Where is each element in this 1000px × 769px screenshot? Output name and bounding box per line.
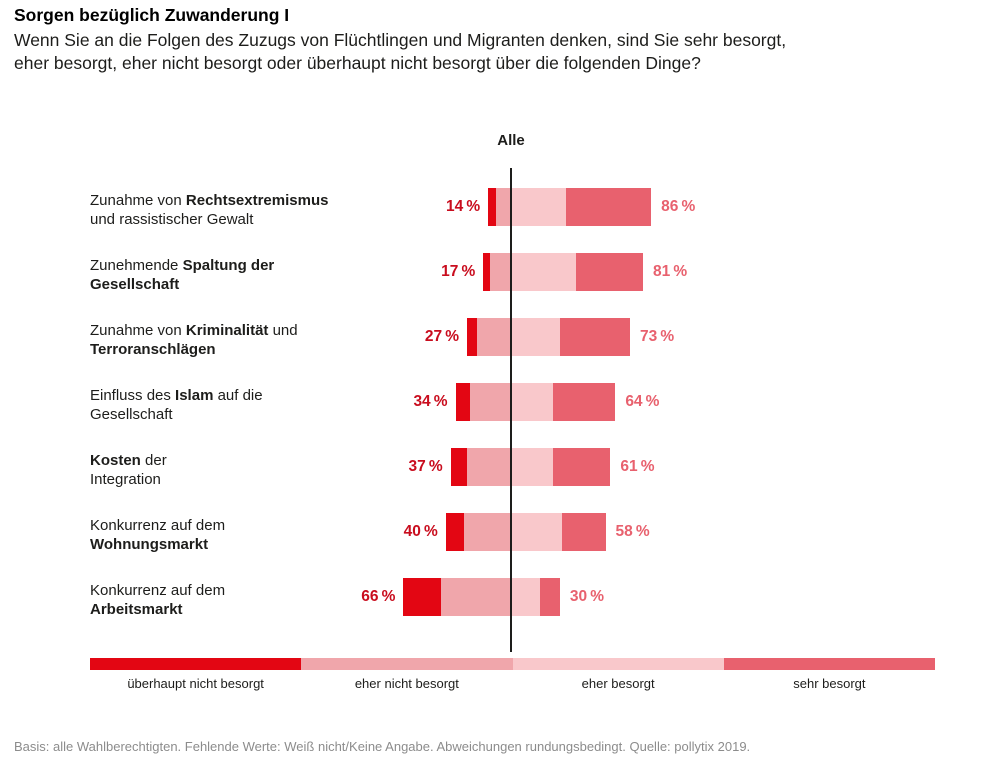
bar-segment-sehr: [561, 513, 606, 551]
bar-segment-eher: [511, 188, 567, 226]
row-label-text: Zunahme von: [90, 192, 186, 209]
bar-segment-eher-nicht: [470, 383, 511, 421]
bar-segment-sehr: [553, 383, 616, 421]
row-label-emphasis: Rechtsextremismus: [185, 192, 329, 209]
row-label: Konkurrenz auf dem Arbeitsmarkt: [90, 581, 360, 619]
subtitle-line-2: eher besorgt, eher nicht besorgt oder üb…: [14, 53, 701, 73]
row-label: Konkurrenz auf dem Wohnungsmarkt: [90, 516, 360, 554]
row-label-emphasis: Gesellschaft: [90, 276, 180, 293]
worried-value-label: 81 %: [653, 263, 688, 280]
row-label: Zunahme von Rechtsextremismus und rassist…: [90, 191, 360, 229]
row-label-text: und: [268, 322, 298, 339]
worried-value-label: 86 %: [661, 198, 696, 215]
bar-segment-eher-nicht: [466, 448, 511, 486]
bar-segment-eher: [511, 253, 577, 291]
row-label-emphasis: Spaltung der: [182, 257, 275, 274]
footer-note: Basis: alle Wahlberechtigten. Fehlende W…: [14, 739, 751, 754]
subtitle: Wenn Sie an die Folgen des Zuzugs von Fl…: [14, 29, 786, 75]
bar-segment-eher: [511, 513, 562, 551]
not-worried-value-label: 34 %: [413, 393, 448, 410]
row-label-emphasis: Kriminalität: [185, 322, 269, 339]
not-worried-value-label: 27 %: [424, 328, 459, 345]
row-label-emphasis: Arbeitsmarkt: [90, 601, 183, 618]
worried-value-label: 30 %: [569, 588, 605, 605]
bar-segment-eher: [511, 318, 560, 356]
bar-segment-ueberhaupt-nicht: [403, 578, 441, 616]
page-title: Sorgen bezüglich Zuwanderung I: [14, 5, 290, 25]
not-worried-value-label: 37 %: [408, 458, 443, 475]
row-label-text: Gesellschaft: [90, 406, 173, 423]
worried-value-label: 58 %: [615, 523, 650, 540]
row-label-text: Einfluss des: [90, 387, 176, 404]
bar-segment-sehr: [566, 188, 652, 226]
legend-swatch-sehr: [723, 658, 935, 670]
bar-segment-eher-nicht: [476, 318, 511, 356]
bar-segment-sehr: [540, 578, 560, 616]
bar-segment-ueberhaupt-nicht: [445, 513, 464, 551]
row-label-text: und rassistischer Gewalt: [90, 211, 254, 228]
bar-segment-eher-nicht: [440, 578, 511, 616]
legend-labels: überhaupt nicht besorgt eher nicht besorg…: [90, 676, 935, 691]
bar-segment-eher: [511, 578, 541, 616]
row-label-text: auf die: [213, 387, 263, 404]
bar-segment-eher-nicht: [489, 253, 511, 291]
column-header-alle: Alle: [497, 132, 525, 149]
row-label-text: Zunahme von: [90, 322, 186, 339]
bar-segment-sehr: [553, 448, 611, 486]
worried-value-label: 61 %: [620, 458, 655, 475]
row-label-emphasis: Terroranschlägen: [90, 341, 216, 358]
worried-value-label: 73 %: [639, 328, 675, 345]
legend-swatch-eher-nicht: [301, 658, 513, 670]
not-worried-value-label: 14 %: [446, 198, 481, 215]
legend-swatch-eher: [512, 658, 724, 670]
legend-swatch-ueberhaupt-nicht: [90, 658, 302, 670]
row-label: Zunahme von Kriminalität und Terroranschl…: [90, 321, 360, 359]
bar-segment-eher-nicht: [496, 188, 511, 226]
row-label: Einfluss des Islam auf die Gesellschaft: [90, 386, 360, 424]
bar-segment-sehr: [559, 318, 630, 356]
subtitle-line-1: Wenn Sie an die Folgen des Zuzugs von Fl…: [14, 30, 787, 50]
legend-label-sehr: sehr besorgt: [793, 676, 866, 691]
row-label-text: Konkurrenz auf dem: [90, 582, 226, 599]
bar-segment-eher-nicht: [463, 513, 511, 551]
bar-segment-eher: [511, 448, 554, 486]
row-label-emphasis: Wohnungsmarkt: [90, 536, 209, 553]
bar-segment-ueberhaupt-nicht: [488, 188, 497, 226]
row-label: Zunehmende Spaltung der Gesellschaft: [90, 256, 360, 294]
bar-segment-ueberhaupt-nicht: [466, 318, 477, 356]
row-label-text: Integration: [90, 471, 161, 488]
bar-segment-ueberhaupt-nicht: [450, 448, 467, 486]
row-label-text: Konkurrenz auf dem: [90, 517, 226, 534]
not-worried-value-label: 40 %: [403, 523, 438, 540]
not-worried-value-label: 66 %: [361, 588, 396, 605]
bar-segment-sehr: [576, 253, 644, 291]
row-label-emphasis: Islam: [175, 387, 214, 404]
row-label-text: der: [140, 452, 167, 469]
legend-label-ueberhaupt-nicht: überhaupt nicht besorgt: [127, 676, 264, 691]
worried-value-label: 64 %: [625, 393, 660, 410]
row-label-text: Zunehmende: [90, 257, 183, 274]
legend-label-eher-nicht: eher nicht besorgt: [354, 676, 459, 691]
bar-segment-ueberhaupt-nicht: [455, 383, 471, 421]
bar-segment-eher: [511, 383, 554, 421]
bar-segment-ueberhaupt-nicht: [483, 253, 490, 291]
legend-label-eher: eher besorgt: [581, 676, 655, 691]
legend-color-bar: [90, 658, 935, 670]
row-label-emphasis: Kosten: [90, 452, 141, 469]
row-label: Kosten der Integration: [90, 451, 360, 489]
not-worried-value-label: 17 %: [441, 263, 476, 280]
axis-center-line: [510, 168, 512, 652]
